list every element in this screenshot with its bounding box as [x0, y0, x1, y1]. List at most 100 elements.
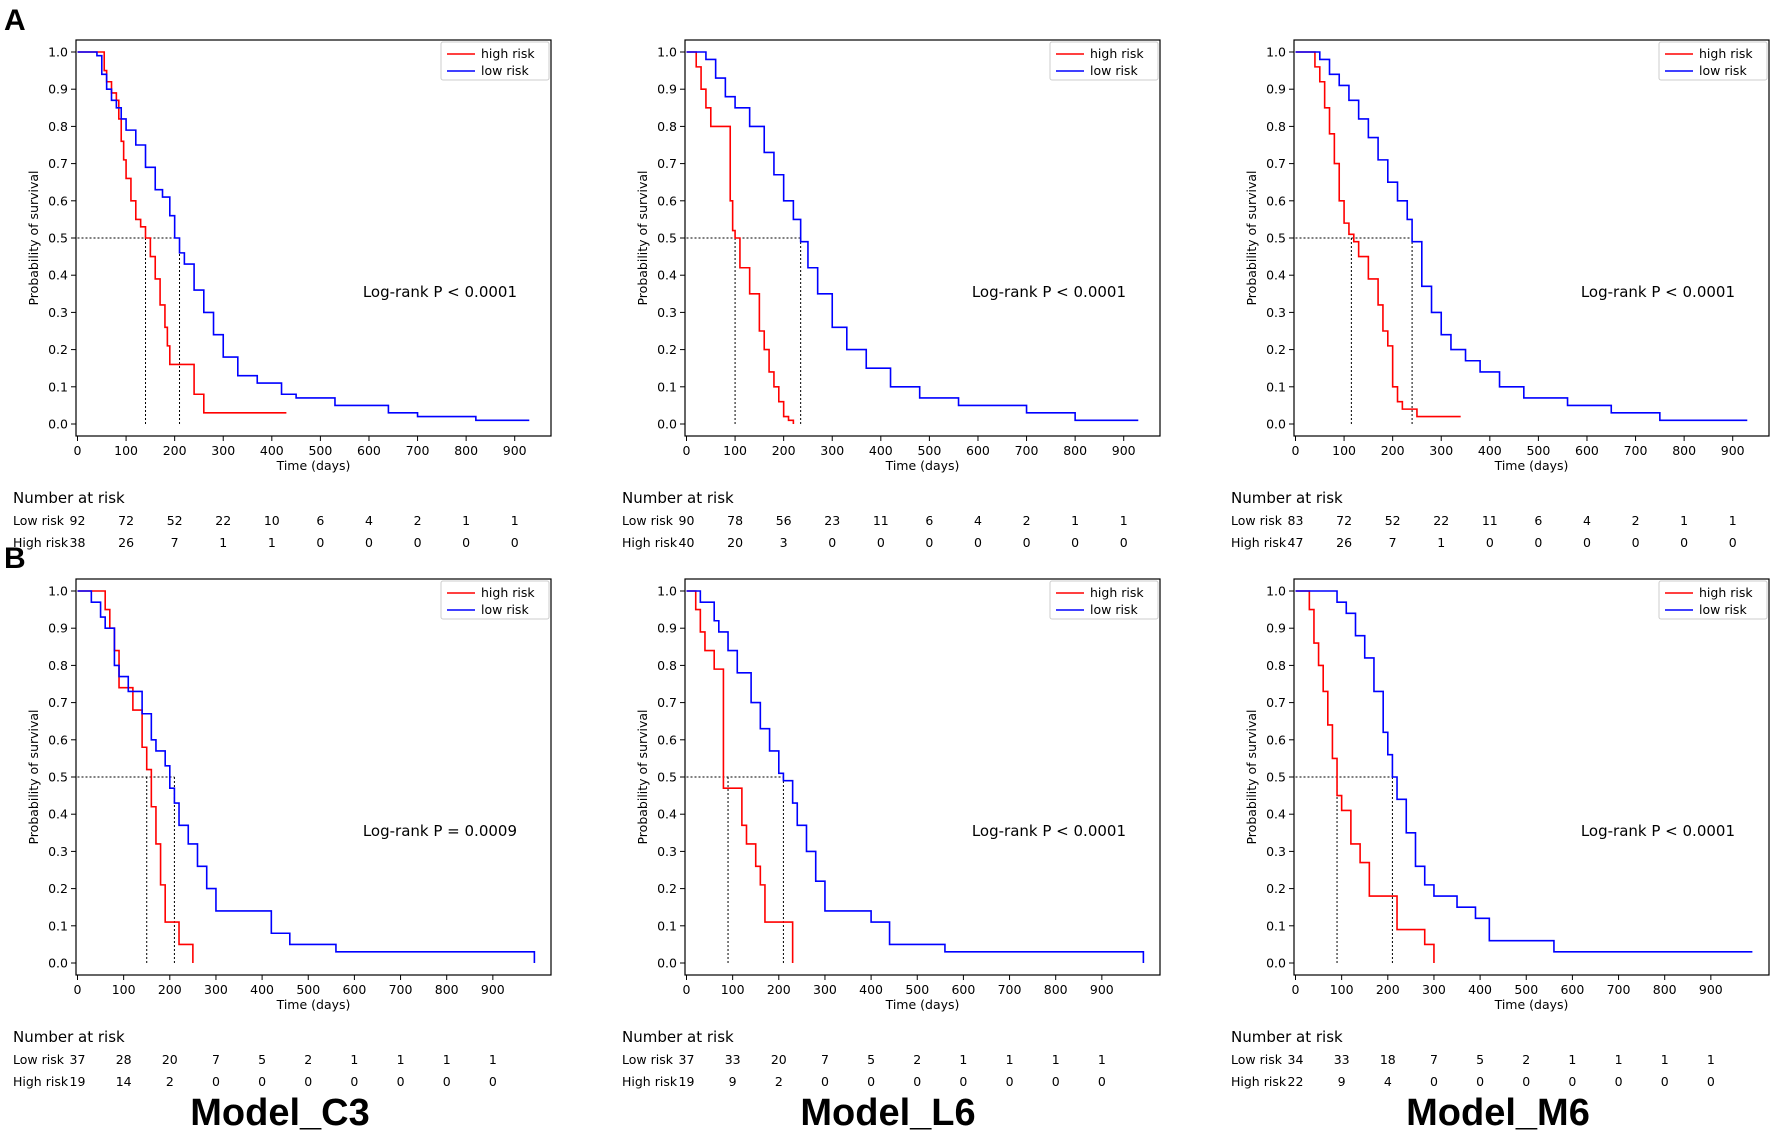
x-tick-label: 300	[204, 982, 228, 997]
y-tick-label: 0.1	[657, 379, 677, 394]
y-tick-label: 0.4	[48, 268, 68, 283]
risk-row-label-high: High risk	[13, 535, 69, 550]
x-tick-label: 300	[1422, 982, 1446, 997]
risk-count-cell: 0	[1680, 535, 1688, 550]
risk-count-cell: 0	[1583, 535, 1591, 550]
x-tick-label: 400	[250, 982, 274, 997]
y-axis-title: Probability of survival	[635, 709, 650, 844]
x-tick-label: 700	[1607, 982, 1631, 997]
risk-count-cell: 7	[212, 1052, 220, 1067]
risk-count-cell: 11	[873, 513, 889, 528]
x-tick-label: 800	[1063, 443, 1087, 458]
y-tick-label: 0.8	[657, 119, 677, 134]
x-tick-label: 900	[1699, 982, 1723, 997]
x-tick-label: 900	[1090, 982, 1114, 997]
y-tick-label: 0.7	[48, 156, 68, 171]
y-tick-label: 0.5	[1266, 770, 1286, 785]
y-tick-label: 0.1	[48, 379, 68, 394]
risk-count-cell: 1	[1006, 1052, 1014, 1067]
x-tick-label: 100	[1330, 982, 1354, 997]
y-tick-label: 0.3	[48, 305, 68, 320]
risk-count-cell: 92	[70, 513, 86, 528]
risk-row-label-high: High risk	[622, 535, 678, 550]
x-tick-label: 600	[342, 982, 366, 997]
risk-count-cell: 5	[867, 1052, 875, 1067]
risk-count-cell: 83	[1288, 513, 1304, 528]
y-tick-label: 0.9	[1266, 621, 1286, 636]
risk-count-cell: 7	[821, 1052, 829, 1067]
x-tick-label: 500	[1526, 443, 1550, 458]
y-tick-label: 0.0	[1266, 956, 1286, 971]
x-axis-title: Time (days)	[276, 997, 351, 1012]
legend-label-high-risk: high risk	[481, 46, 535, 61]
risk-count-cell: 40	[679, 535, 695, 550]
risk-count-cell: 4	[974, 513, 982, 528]
risk-count-cell: 0	[974, 535, 982, 550]
x-tick-label: 200	[158, 982, 182, 997]
high-risk-survival-curve	[1295, 51, 1461, 418]
risk-count-cell: 0	[1052, 1074, 1060, 1089]
risk-count-cell: 19	[679, 1074, 695, 1089]
y-axis-title: Probability of survival	[26, 709, 41, 844]
risk-count-cell: 6	[316, 513, 324, 528]
x-tick-label: 400	[1478, 443, 1502, 458]
risk-count-cell: 1	[397, 1052, 405, 1067]
y-tick-label: 0.2	[1266, 342, 1286, 357]
risk-table-title: Number at risk	[622, 489, 734, 507]
risk-count-cell: 0	[959, 1074, 967, 1089]
risk-count-cell: 9	[729, 1074, 737, 1089]
x-tick-label: 500	[308, 443, 332, 458]
y-tick-label: 0.7	[48, 695, 68, 710]
risk-count-cell: 28	[116, 1052, 132, 1067]
risk-count-cell: 1	[1707, 1052, 1715, 1067]
y-tick-label: 0.7	[1266, 695, 1286, 710]
panel-label-a: A	[4, 4, 26, 37]
risk-count-cell: 1	[1661, 1052, 1669, 1067]
risk-count-cell: 90	[679, 513, 695, 528]
legend-label-high-risk: high risk	[1090, 585, 1144, 600]
x-tick-label: 200	[772, 443, 796, 458]
y-tick-label: 0.4	[48, 807, 68, 822]
risk-count-cell: 0	[1430, 1074, 1438, 1089]
risk-count-cell: 0	[867, 1074, 875, 1089]
risk-count-cell: 6	[925, 513, 933, 528]
risk-count-cell: 26	[118, 535, 134, 550]
x-tick-label: 100	[721, 982, 745, 997]
risk-count-cell: 10	[264, 513, 280, 528]
y-tick-label: 0.3	[657, 305, 677, 320]
x-tick-label: 600	[966, 443, 990, 458]
x-axis-title: Time (days)	[276, 458, 351, 473]
risk-count-cell: 0	[1071, 535, 1079, 550]
risk-count-cell: 33	[725, 1052, 741, 1067]
x-tick-label: 600	[357, 443, 381, 458]
x-tick-label: 0	[683, 982, 691, 997]
high-risk-survival-curve	[1295, 590, 1435, 963]
risk-count-cell: 0	[1534, 535, 1542, 550]
x-tick-label: 500	[905, 982, 929, 997]
y-tick-label: 0.2	[657, 342, 677, 357]
y-tick-label: 0.8	[48, 119, 68, 134]
panel-label-b: B	[4, 542, 26, 575]
risk-count-cell: 5	[1476, 1052, 1484, 1067]
km-chart-b-model-l6: 0.00.10.20.30.40.50.60.70.80.91.00 100 200…	[622, 578, 1161, 1089]
risk-count-cell: 1	[489, 1052, 497, 1067]
risk-count-cell: 0	[1707, 1074, 1715, 1089]
km-chart-a-model-l6: 0.00.10.20.30.40.50.60.70.80.91.00 100 200…	[622, 39, 1161, 550]
y-tick-label: 0.7	[657, 156, 677, 171]
risk-count-cell: 38	[70, 535, 86, 550]
y-tick-label: 1.0	[657, 45, 677, 60]
y-tick-label: 0.3	[48, 844, 68, 859]
low-risk-survival-curve	[686, 51, 1139, 422]
y-tick-label: 1.0	[1266, 584, 1286, 599]
risk-count-cell: 52	[167, 513, 183, 528]
logrank-p-value: Log-rank P < 0.0001	[972, 822, 1126, 840]
y-axis-title: Probability of survival	[26, 170, 41, 305]
x-tick-label: 800	[1653, 982, 1677, 997]
charts-layer: 0.00.10.20.30.40.50.60.70.80.91.00 100 200…	[13, 39, 1770, 1089]
y-tick-label: 0.0	[48, 417, 68, 432]
risk-count-cell: 1	[1071, 513, 1079, 528]
y-tick-label: 0.1	[1266, 379, 1286, 394]
risk-count-cell: 6	[1534, 513, 1542, 528]
x-tick-label: 0	[1292, 443, 1300, 458]
